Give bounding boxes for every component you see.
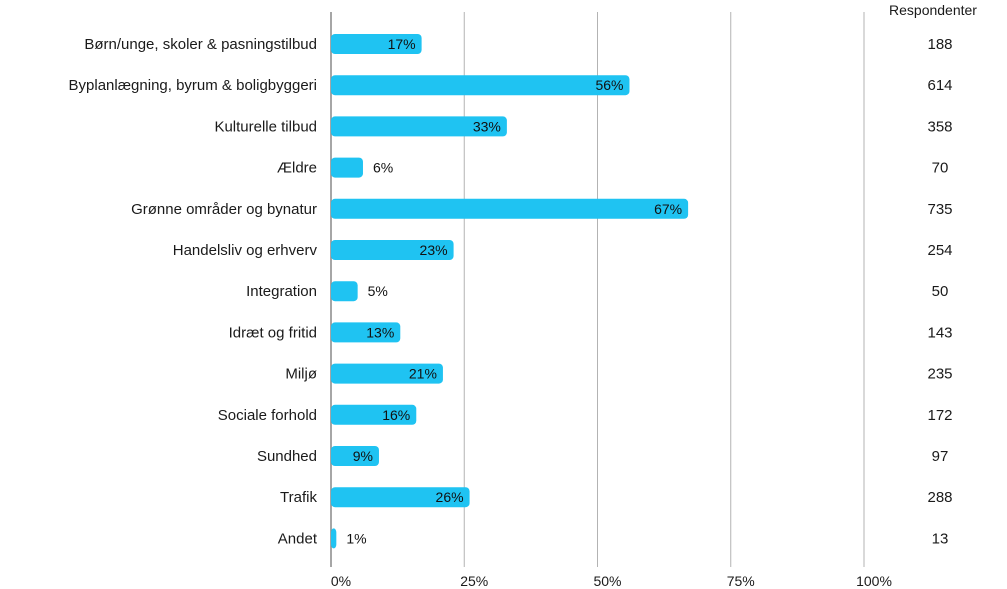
respondent-count: 50 [932, 283, 949, 300]
respondent-count: 614 [927, 77, 952, 94]
value-label: 26% [436, 489, 464, 505]
bar [331, 281, 358, 302]
value-label: 17% [388, 36, 416, 52]
respondent-count: 172 [927, 407, 952, 424]
value-label: 67% [654, 201, 682, 217]
category-label: Idræt og fritid [229, 324, 317, 341]
respondent-count: 143 [927, 324, 952, 341]
x-axis-tick-labels: 0% 25% 50% 75% 100% [331, 573, 892, 589]
respondent-count: 188 [927, 36, 952, 53]
respondent-count: 70 [932, 160, 949, 177]
value-label: 13% [366, 324, 394, 340]
bar [331, 404, 417, 425]
bars [331, 34, 689, 549]
category-label: Grønne områder og bynatur [131, 201, 317, 218]
respondents-header: Respondenter [889, 2, 977, 18]
category-label: Integration [246, 283, 317, 300]
bar [331, 487, 470, 508]
value-label: 5% [368, 283, 388, 299]
category-labels: Børn/unge, skoler & pasningstilbud Byplan… [69, 36, 318, 547]
category-label: Sociale forhold [218, 407, 317, 424]
respondent-count: 254 [927, 242, 952, 259]
x-tick-label: 0% [331, 573, 351, 589]
bar [331, 528, 337, 549]
respondent-column: Respondenter 188 614 358 70 735 254 50 143 235 17… [889, 2, 977, 547]
respondent-count: 235 [927, 366, 952, 383]
category-label: Kulturelle tilbud [214, 118, 317, 135]
category-label: Handelsliv og erhverv [173, 242, 318, 259]
bar [331, 157, 363, 178]
value-labels: 17% 56% 33% 6% 67% 23% 5% 13% 21% 16% 9% 26% 1% [346, 36, 682, 546]
category-label: Sundhed [257, 448, 317, 465]
value-label: 1% [346, 530, 366, 546]
respondent-count: 735 [927, 201, 952, 218]
x-tick-label: 75% [727, 573, 755, 589]
bar [331, 198, 689, 219]
category-label: Børn/unge, skoler & pasningstilbud [84, 36, 317, 53]
category-label: Trafik [280, 489, 317, 506]
category-label: Ældre [277, 160, 317, 177]
value-label: 16% [382, 407, 410, 423]
value-label: 56% [595, 77, 623, 93]
bar [331, 240, 454, 260]
bar [331, 116, 507, 137]
value-label: 23% [420, 242, 448, 258]
grid-lines [330, 12, 865, 567]
bar [331, 75, 630, 96]
bar [331, 446, 379, 466]
category-label: Andet [278, 530, 318, 547]
respondent-count: 288 [927, 489, 952, 506]
value-label: 9% [353, 448, 373, 464]
category-label: Miljø [285, 366, 317, 383]
bar [331, 363, 443, 384]
respondent-count: 358 [927, 118, 952, 135]
x-tick-label: 50% [593, 573, 621, 589]
respondent-count: 97 [932, 448, 949, 465]
value-label: 6% [373, 160, 393, 176]
category-label: Byplanlægning, byrum & boligbyggeri [69, 77, 317, 94]
x-tick-label: 100% [856, 573, 892, 589]
x-tick-label: 25% [460, 573, 488, 589]
value-label: 21% [409, 366, 437, 382]
respondent-count: 13 [932, 530, 949, 547]
bar [331, 34, 422, 54]
value-label: 33% [473, 118, 501, 134]
bar [331, 322, 401, 343]
